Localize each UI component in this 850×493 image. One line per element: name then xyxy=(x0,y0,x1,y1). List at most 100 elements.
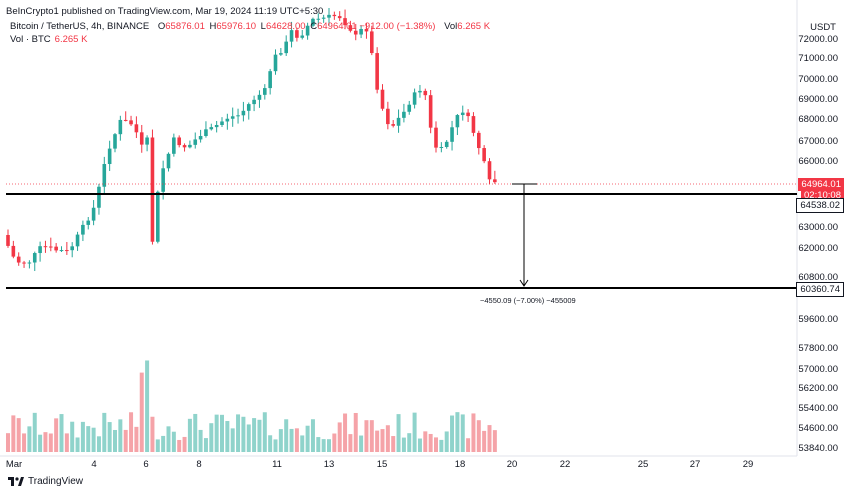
volume-bar xyxy=(203,438,208,452)
candle-body xyxy=(11,245,16,257)
volume-bar xyxy=(6,433,10,452)
price-axis-label: 71000.00 xyxy=(798,53,838,64)
volume-bar xyxy=(262,412,267,452)
candle-body xyxy=(337,16,342,19)
volume-bar xyxy=(369,420,374,452)
candle-body xyxy=(263,88,267,95)
candle-body xyxy=(418,90,422,93)
time-axis-label: 27 xyxy=(689,459,701,470)
candle-body xyxy=(460,112,465,116)
price-axis-label: 63000.00 xyxy=(798,222,838,233)
volume-bar xyxy=(343,413,348,452)
volume-bar xyxy=(214,414,219,452)
candle-body xyxy=(343,18,347,26)
volume-bar xyxy=(359,435,364,452)
candle-body xyxy=(172,137,176,154)
volume-bar xyxy=(177,439,182,452)
candle-body xyxy=(230,116,235,119)
candle-body xyxy=(209,127,214,130)
high-label: H xyxy=(209,21,217,32)
time-axis-label: 20 xyxy=(506,459,518,470)
candle-body xyxy=(59,250,64,252)
candle-body xyxy=(428,95,433,128)
price-axis-label: 54600.00 xyxy=(798,423,838,434)
vol-value: 6.265 K xyxy=(457,21,491,32)
time-axis-label: 29 xyxy=(742,459,754,470)
volume-bar xyxy=(316,437,321,452)
candle-body xyxy=(364,28,369,32)
open-label: O xyxy=(157,21,166,32)
candle-body xyxy=(423,90,428,96)
candle-body xyxy=(316,18,321,20)
candle-body xyxy=(118,119,123,135)
price-axis-label: 70000.00 xyxy=(798,74,838,85)
time-axis-label: 11 xyxy=(272,459,282,470)
candle-body xyxy=(284,41,288,54)
candle-body xyxy=(16,256,21,263)
candle-body xyxy=(177,137,181,146)
volume-bar xyxy=(161,435,166,452)
low-label: L xyxy=(260,21,266,32)
volume-bar xyxy=(241,416,246,452)
currency-label: USDT xyxy=(810,22,836,33)
candle-body xyxy=(279,53,283,55)
candle-body xyxy=(32,253,37,263)
volume-legend: Vol · BTC 6.265 K xyxy=(10,34,87,45)
volume-bar xyxy=(11,415,16,452)
volume-bar xyxy=(294,428,299,452)
volume-bar xyxy=(139,372,144,452)
candle-body xyxy=(246,104,251,111)
candle-body xyxy=(407,104,412,112)
price-axis[interactable]: USDT 72000.00 71000.00 70000.00 69000.00 680… xyxy=(796,0,850,493)
candle-body xyxy=(434,127,438,148)
low-value: 64628.00 xyxy=(265,21,306,32)
volume-bar xyxy=(348,434,353,452)
volume-bar xyxy=(91,427,96,452)
candle-body xyxy=(487,161,492,180)
symbol-name: Bitcoin / TetherUS, 4h, BINANCE xyxy=(10,21,150,32)
volume-bar xyxy=(150,416,155,452)
volume-bar xyxy=(300,435,305,452)
volume-bar xyxy=(492,430,497,452)
price-axis-label: 72000.00 xyxy=(798,34,838,45)
candle-body xyxy=(134,124,139,133)
volume-bar xyxy=(16,418,21,452)
brand-name: TradingView xyxy=(28,476,84,487)
candle-body xyxy=(273,54,278,72)
candle-body xyxy=(482,148,486,162)
candle-body xyxy=(257,94,262,100)
high-value: 65976.10 xyxy=(216,21,257,32)
price-axis-label: 59600.00 xyxy=(798,314,838,325)
candle-body xyxy=(295,30,299,38)
candle-body xyxy=(156,191,160,242)
volume-bar xyxy=(305,425,310,452)
volume-bar xyxy=(123,429,128,452)
candle-body xyxy=(139,132,144,145)
volume-bar xyxy=(396,414,401,452)
volume-bar xyxy=(236,414,241,452)
volume-bar xyxy=(434,437,438,452)
volume-bar xyxy=(487,425,492,452)
volume-bar xyxy=(64,433,69,452)
open-value: 65876.01 xyxy=(165,21,205,32)
volume-bar xyxy=(43,432,48,452)
candle-body xyxy=(402,111,406,118)
candle-body xyxy=(123,119,128,121)
time-axis-label: 8 xyxy=(196,459,202,470)
candle-body xyxy=(311,18,315,26)
last-price-tag: 64964.01 xyxy=(798,178,844,191)
volume-bar xyxy=(118,419,123,452)
candle-body xyxy=(466,112,470,117)
candle-body xyxy=(145,137,149,145)
time-axis-label: 4 xyxy=(91,459,97,470)
candle-body xyxy=(359,28,363,35)
candle-body xyxy=(6,235,10,246)
price-axis-label: 53840.00 xyxy=(798,443,838,454)
volume-bar xyxy=(102,412,107,452)
candle-body xyxy=(182,145,187,148)
volume-bar xyxy=(155,439,160,452)
change-value: −912.00 (−1.38%) xyxy=(359,21,436,32)
candle-body xyxy=(188,144,192,148)
time-axis-label: 25 xyxy=(637,459,649,470)
